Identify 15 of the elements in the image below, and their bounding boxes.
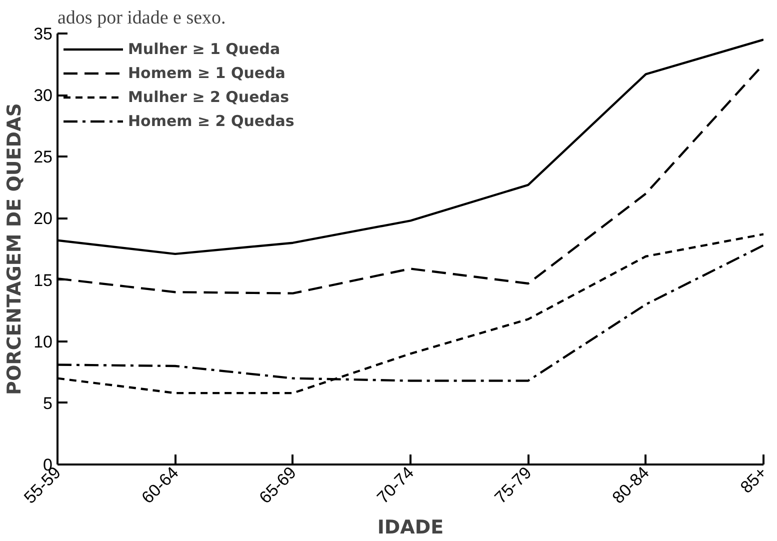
y-axis-title: PORCENTAGEM DE QUEDAS bbox=[4, 103, 26, 395]
x-tick-label: 85+ bbox=[736, 463, 771, 497]
y-tick-label: 20 bbox=[34, 209, 53, 228]
y-tick-label: 35 bbox=[34, 24, 53, 44]
y-tick-label: 10 bbox=[34, 332, 53, 352]
y-tick-label: 30 bbox=[34, 86, 53, 106]
legend-label: Mulher ≥ 2 Quedas bbox=[128, 88, 290, 106]
legend-label: Homem ≥ 2 Quedas bbox=[128, 112, 294, 130]
legend-label: Homem ≥ 1 Queda bbox=[128, 64, 286, 82]
x-axis-title: IDADE bbox=[377, 516, 444, 539]
y-tick-label: 5 bbox=[43, 394, 53, 413]
legend-label: Mulher ≥ 1 Queda bbox=[128, 40, 280, 58]
chart-title: ados por idade e sexo. bbox=[58, 8, 226, 28]
y-tick-label: 15 bbox=[34, 270, 53, 290]
y-tick-label: 25 bbox=[34, 148, 53, 167]
